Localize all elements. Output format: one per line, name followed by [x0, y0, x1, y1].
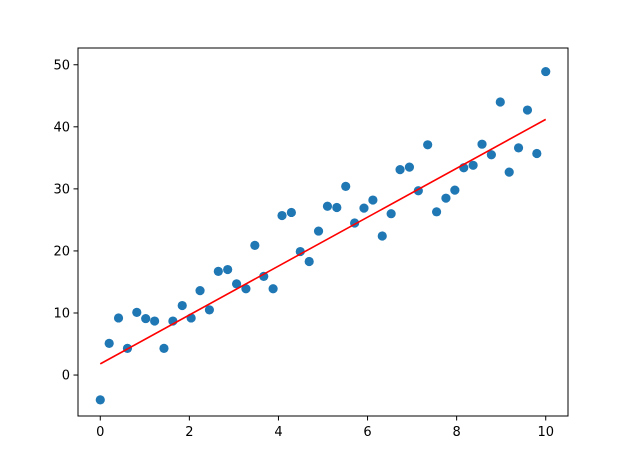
data-point: [450, 185, 460, 195]
data-point: [113, 313, 124, 323]
data-point: [377, 231, 387, 241]
data-point: [522, 105, 533, 115]
x-tick-label: 8: [452, 425, 460, 440]
data-point: [513, 143, 524, 153]
data-point: [341, 181, 351, 191]
y-tick-label: 50: [53, 58, 70, 73]
data-point: [304, 256, 314, 267]
data-point: [477, 139, 487, 149]
data-point: [231, 279, 242, 289]
data-point: [104, 338, 114, 348]
data-point: [423, 140, 433, 150]
data-point: [431, 207, 442, 217]
y-tick-label: 20: [53, 244, 70, 259]
y-tick-label: 10: [53, 306, 70, 321]
data-point: [532, 148, 542, 159]
data-point: [359, 203, 369, 213]
data-point: [195, 286, 205, 296]
data-point: [395, 165, 405, 175]
data-point: [468, 160, 478, 170]
data-point: [223, 264, 233, 275]
data-point: [213, 266, 223, 277]
data-point: [404, 162, 415, 172]
axes-frame: [77, 47, 569, 417]
axis-ticks: 0 2 4 6 8 10 0 10 20 30 40 50: [53, 58, 554, 440]
data-point: [268, 284, 278, 294]
data-point: [286, 207, 296, 218]
data-point: [177, 300, 187, 311]
data-point: [332, 202, 342, 213]
plot-area: [77, 47, 569, 417]
data-point: [504, 167, 514, 177]
data-point: [368, 195, 378, 205]
data-point: [159, 343, 169, 353]
x-tick-label: 4: [274, 425, 282, 440]
data-point: [95, 395, 105, 405]
x-tick-label: 10: [537, 425, 554, 440]
x-tick-label: 0: [96, 425, 104, 440]
data-point: [250, 240, 260, 250]
data-point: [441, 193, 451, 203]
data-point: [132, 307, 142, 317]
data-point: [541, 66, 551, 77]
data-point: [495, 97, 505, 107]
data-point: [313, 226, 324, 236]
data-point: [141, 313, 151, 324]
data-point: [322, 201, 333, 211]
data-point: [486, 150, 496, 160]
y-tick-label: 30: [53, 182, 70, 197]
y-tick-label: 0: [62, 369, 70, 384]
data-point: [150, 316, 160, 326]
x-tick-label: 6: [363, 425, 371, 440]
data-point: [386, 209, 396, 219]
data-point: [241, 284, 251, 294]
data-point: [204, 305, 215, 315]
data-point: [277, 210, 287, 221]
data-point: [259, 271, 269, 281]
y-tick-label: 40: [53, 120, 70, 135]
data-point: [295, 246, 305, 257]
x-tick-label: 2: [185, 425, 193, 440]
fit-line: [99, 118, 547, 365]
